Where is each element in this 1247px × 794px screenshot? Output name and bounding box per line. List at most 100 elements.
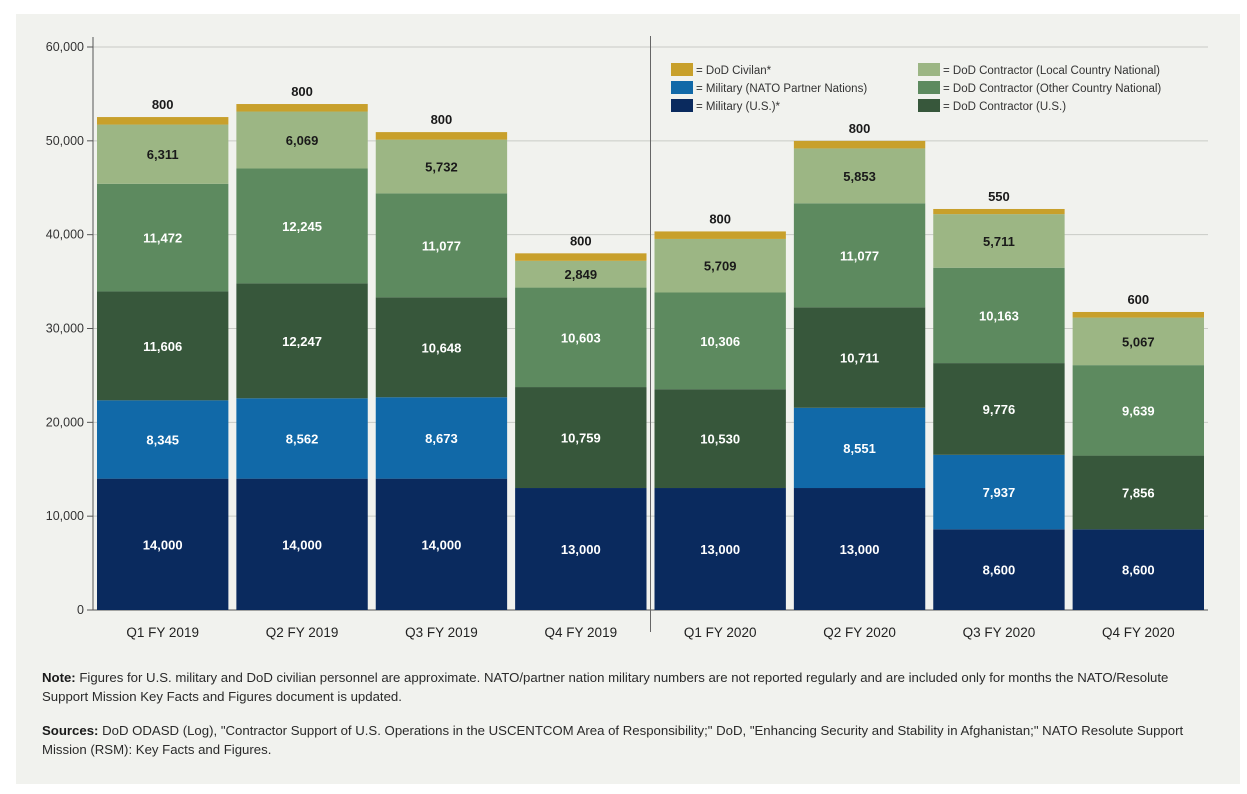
bar-value-label: 800 xyxy=(431,112,453,127)
bar-value-label: 11,472 xyxy=(143,231,182,246)
bar-segment xyxy=(1072,311,1204,318)
bar-value-label: 10,711 xyxy=(840,351,879,366)
bar-value-label: 9,776 xyxy=(983,402,1016,417)
bar-value-label: 14,000 xyxy=(422,537,462,552)
x-tick-label: Q3 FY 2020 xyxy=(963,625,1036,640)
bar-value-label: 8,673 xyxy=(425,431,458,446)
bar-segment xyxy=(654,231,786,239)
bar-segment xyxy=(97,183,229,292)
bar-value-label: 10,530 xyxy=(700,432,740,447)
bar-value-label: 5,732 xyxy=(425,160,458,175)
bar-value-label: 7,856 xyxy=(1122,485,1155,500)
bar-value-label: 11,077 xyxy=(422,238,461,253)
bar-segment xyxy=(933,214,1065,268)
bar-value-label: 8,562 xyxy=(286,431,319,446)
x-tick-label: Q4 FY 2020 xyxy=(1102,625,1175,640)
bar-segment xyxy=(236,111,368,169)
bar-segment xyxy=(654,238,786,293)
bar-value-label: 9,639 xyxy=(1122,403,1155,418)
legend-label: = DoD Civilan* xyxy=(696,65,772,77)
legend-swatch xyxy=(918,99,940,112)
bar-value-label: 12,247 xyxy=(282,334,322,349)
bar-segment xyxy=(793,203,926,308)
bar-value-label: 8,600 xyxy=(1122,563,1155,578)
x-tick-label: Q4 FY 2019 xyxy=(545,625,618,640)
bar-value-label: 12,245 xyxy=(282,219,322,234)
bar-value-label: 10,306 xyxy=(700,334,740,349)
bar-value-label: 8,600 xyxy=(983,563,1016,578)
y-tick-label: 10,000 xyxy=(46,509,84,523)
legend-label: = DoD Contractor (U.S.) xyxy=(943,101,1066,113)
bar-value-label: 550 xyxy=(988,189,1010,204)
bar-segment xyxy=(236,478,368,610)
bar-value-label: 10,759 xyxy=(561,431,601,446)
sources-label: Sources: xyxy=(42,723,99,738)
x-tick-label: Q2 FY 2019 xyxy=(266,625,339,640)
bar-segment xyxy=(654,389,786,489)
bar-segment xyxy=(515,253,647,261)
y-tick-label: 30,000 xyxy=(46,322,84,336)
x-tick-label: Q1 FY 2020 xyxy=(684,625,757,640)
chart-note: Note: Figures for U.S. military and DoD … xyxy=(42,668,1212,706)
bar-value-label: 800 xyxy=(152,97,174,112)
bar-segment xyxy=(793,488,926,610)
legend-swatch xyxy=(671,81,693,94)
bar-value-label: 5,067 xyxy=(1122,334,1155,349)
y-tick-label: 50,000 xyxy=(46,134,84,148)
bar-segment xyxy=(515,387,647,489)
legend-label: = Military (U.S.)* xyxy=(696,101,781,113)
bar-segment xyxy=(515,287,647,388)
note-text: Figures for U.S. military and DoD civili… xyxy=(42,670,1169,704)
bar-segment xyxy=(97,291,229,401)
bar-value-label: 800 xyxy=(709,211,731,226)
bar-segment xyxy=(236,283,368,399)
bar-value-label: 6,069 xyxy=(286,133,319,148)
bar-segment xyxy=(375,297,508,398)
bar-value-label: 5,853 xyxy=(843,169,876,184)
bar-segment xyxy=(793,407,926,489)
bar-value-label: 6,311 xyxy=(147,147,179,162)
legend-swatch xyxy=(918,63,940,76)
bar-value-label: 14,000 xyxy=(282,537,322,552)
bar-value-label: 8,551 xyxy=(843,441,876,456)
bar-value-label: 7,937 xyxy=(983,485,1016,500)
bar-segment xyxy=(375,139,508,194)
bar-segment xyxy=(933,208,1065,215)
bar-segment xyxy=(793,140,926,149)
bar-segment xyxy=(1072,317,1204,366)
bar-value-label: 10,648 xyxy=(422,340,462,355)
bar-value-label: 2,849 xyxy=(565,267,598,282)
bar-segment xyxy=(933,267,1065,364)
bar-segment xyxy=(1072,365,1204,456)
y-tick-label: 0 xyxy=(77,603,84,617)
bar-value-label: 5,711 xyxy=(983,234,1015,249)
y-tick-label: 40,000 xyxy=(46,228,84,242)
bar-segment xyxy=(236,104,368,112)
bar-value-label: 8,345 xyxy=(146,432,179,447)
bar-value-label: 800 xyxy=(570,233,592,248)
legend-label: = Military (NATO Partner Nations) xyxy=(696,83,867,95)
bar-segment xyxy=(1072,529,1204,610)
bar-segment xyxy=(236,168,368,284)
bar-segment xyxy=(97,478,229,610)
legend-swatch xyxy=(918,81,940,94)
bar-value-label: 800 xyxy=(849,121,871,136)
bar-value-label: 14,000 xyxy=(143,537,183,552)
bar-value-label: 10,163 xyxy=(979,308,1019,323)
bar-value-label: 10,603 xyxy=(561,330,601,345)
bar-segment xyxy=(933,363,1065,455)
chart-sources: Sources: DoD ODASD (Log), "Contractor Su… xyxy=(42,721,1212,759)
bar-segment xyxy=(97,124,229,184)
bar-segment xyxy=(375,132,508,140)
bar-segment xyxy=(1072,455,1204,530)
bar-segment xyxy=(933,454,1065,530)
bar-segment xyxy=(515,488,647,610)
y-tick-label: 20,000 xyxy=(46,415,84,429)
bar-segment xyxy=(515,260,647,288)
bar-segment xyxy=(97,117,229,125)
legend-label: = DoD Contractor (Local Country National… xyxy=(943,65,1160,77)
bar-segment xyxy=(375,478,508,610)
bar-segment xyxy=(236,398,368,479)
note-label: Note: xyxy=(42,670,76,685)
sources-text: DoD ODASD (Log), "Contractor Support of … xyxy=(42,723,1184,757)
